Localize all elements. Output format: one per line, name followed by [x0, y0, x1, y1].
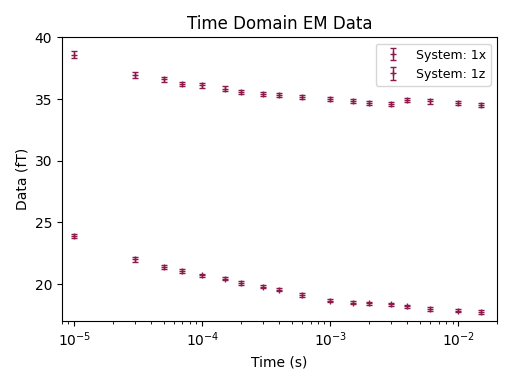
Legend: System: 1x, System: 1z: System: 1x, System: 1z [376, 43, 490, 86]
X-axis label: Time (s): Time (s) [251, 355, 308, 369]
Y-axis label: Data (fT): Data (fT) [15, 148, 29, 210]
Title: Time Domain EM Data: Time Domain EM Data [187, 15, 372, 33]
